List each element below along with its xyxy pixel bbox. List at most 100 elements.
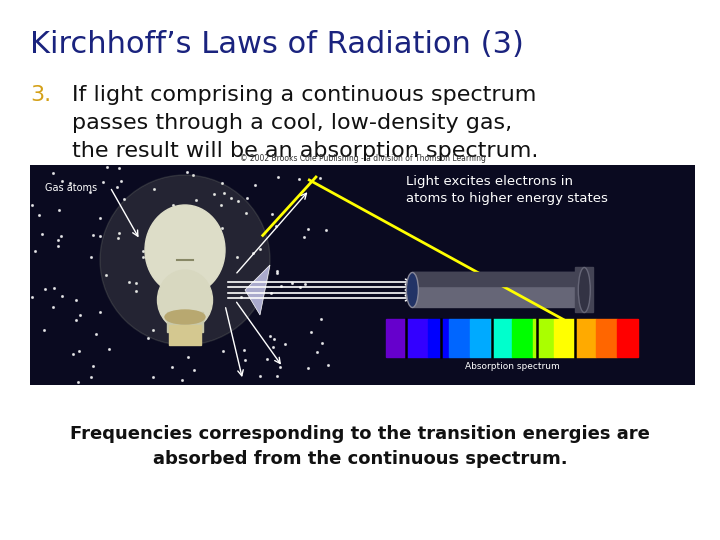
Point [112, 234, 123, 242]
Point [64, 179, 76, 187]
Point [138, 246, 149, 255]
Point [130, 287, 142, 295]
Point [302, 225, 314, 234]
Point [261, 354, 272, 363]
Point [271, 267, 283, 276]
Point [130, 279, 142, 288]
Point [187, 171, 199, 180]
Text: If light comprising a continuous spectrum: If light comprising a continuous spectru… [72, 85, 536, 105]
Point [216, 178, 228, 187]
Point [48, 169, 59, 178]
Point [305, 327, 317, 336]
Point [94, 213, 106, 222]
Point [27, 293, 38, 301]
Point [266, 288, 277, 297]
FancyBboxPatch shape [30, 165, 695, 385]
Point [37, 230, 48, 239]
Text: 3.: 3. [30, 85, 51, 105]
Point [147, 326, 158, 334]
Ellipse shape [578, 267, 590, 313]
Point [293, 174, 305, 183]
Point [255, 372, 266, 380]
Point [190, 195, 202, 204]
Point [55, 231, 67, 240]
Point [53, 206, 65, 214]
Point [124, 278, 135, 286]
Bar [491, 319, 512, 357]
Point [218, 189, 230, 198]
Point [167, 200, 179, 209]
Point [182, 353, 194, 361]
Point [248, 248, 259, 257]
Circle shape [100, 175, 270, 345]
Bar [554, 319, 575, 357]
Point [225, 194, 237, 202]
Point [269, 335, 280, 343]
Point [176, 375, 187, 384]
Point [298, 232, 310, 241]
Point [74, 310, 86, 319]
Point [154, 227, 166, 235]
Point [88, 231, 99, 239]
Point [231, 252, 243, 261]
Point [172, 226, 184, 235]
Point [166, 362, 178, 371]
Point [208, 190, 220, 199]
Point [148, 185, 160, 193]
Point [322, 361, 333, 370]
Text: passes through a cool, low-density gas,: passes through a cool, low-density gas, [72, 113, 512, 133]
Point [255, 245, 266, 253]
Point [84, 187, 96, 196]
Point [317, 339, 328, 348]
Bar [407, 319, 428, 357]
Bar [428, 319, 449, 357]
Bar [449, 319, 470, 357]
Point [165, 301, 176, 309]
Point [274, 362, 286, 371]
Text: Kirchhoff’s Laws of Radiation (3): Kirchhoff’s Laws of Radiation (3) [30, 30, 524, 59]
Point [88, 362, 99, 370]
Point [249, 180, 261, 189]
Ellipse shape [165, 310, 205, 324]
Point [94, 231, 106, 240]
Point [181, 168, 193, 177]
Text: Absorption spectrum: Absorption spectrum [464, 362, 559, 371]
Point [314, 174, 325, 183]
Text: © 2002 Brooks Cole Publishing - a division of Thomson Learning: © 2002 Brooks Cole Publishing - a divisi… [240, 154, 485, 163]
Point [286, 278, 297, 287]
Point [48, 284, 60, 293]
Point [53, 236, 64, 245]
Ellipse shape [406, 273, 418, 307]
Point [26, 200, 37, 209]
Point [72, 377, 84, 386]
Point [154, 251, 166, 259]
Point [113, 229, 125, 238]
Point [29, 247, 40, 255]
Text: Gas atoms: Gas atoms [45, 183, 97, 193]
Point [247, 289, 258, 298]
Point [279, 340, 291, 348]
Point [216, 224, 228, 232]
Point [115, 177, 127, 185]
Point [194, 259, 205, 267]
Text: the result will be an absorption spectrum.: the result will be an absorption spectru… [72, 141, 539, 161]
Point [71, 296, 82, 305]
Point [239, 355, 251, 364]
Point [264, 332, 275, 341]
Point [34, 211, 45, 219]
Bar [167, 312, 203, 332]
Bar [596, 319, 618, 357]
Text: Light excites electrons in
atoms to higher energy states: Light excites electrons in atoms to high… [406, 175, 608, 205]
Point [38, 326, 50, 334]
Point [294, 282, 306, 291]
Point [39, 285, 50, 293]
Text: absorbed from the continuous spectrum.: absorbed from the continuous spectrum. [153, 450, 567, 468]
Point [148, 373, 159, 381]
Point [320, 226, 332, 234]
Polygon shape [245, 265, 270, 315]
Bar [575, 319, 596, 357]
Point [86, 372, 97, 381]
Point [101, 163, 112, 172]
Point [311, 347, 323, 356]
Point [137, 252, 148, 261]
